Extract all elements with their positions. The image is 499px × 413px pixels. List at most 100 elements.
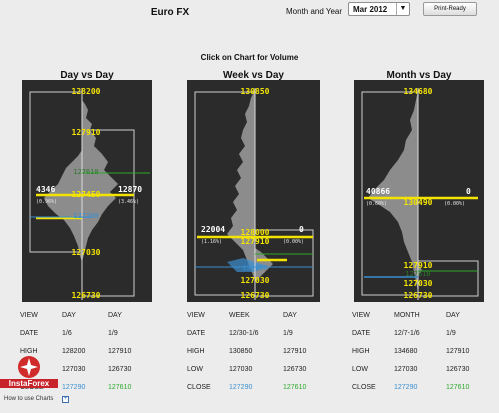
cell: DAY: [108, 311, 122, 319]
cell: 127030: [62, 365, 86, 373]
table-row: LOW 127030 126730: [187, 360, 322, 378]
level-top: 128200: [71, 87, 101, 96]
table-row: VIEW MONTH DAY: [352, 306, 484, 324]
right-volume: 0: [299, 225, 304, 234]
cell: 127610: [108, 383, 132, 391]
right-volume: 12870: [118, 185, 143, 194]
how-to-use-link[interactable]: How to use Charts: [4, 396, 54, 402]
cell: 1/9: [446, 329, 456, 337]
level-lower: 127030: [71, 248, 101, 257]
level-green-mid: 127610: [73, 168, 99, 176]
table-row: CLOSE 127290 127610: [187, 378, 322, 396]
cell: 127610: [446, 383, 470, 391]
cell: 127290: [62, 383, 86, 391]
table-row: VIEW DAY DAY: [20, 306, 152, 324]
month-year-select[interactable]: Mar 2012: [348, 2, 410, 16]
level-lower: 127030: [403, 279, 433, 288]
cell: 127030: [229, 365, 253, 373]
level-top: 134680: [403, 87, 433, 96]
click-hint: Click on Chart for Volume: [200, 53, 299, 62]
table-row: DATE 1/6 1/9: [20, 324, 152, 342]
cell: 127290: [229, 383, 253, 391]
right-volume: 0: [466, 187, 471, 196]
left-volume: 4346: [36, 185, 56, 194]
cell: HIGH: [187, 347, 205, 355]
cell: 1/9: [108, 329, 118, 337]
cell: 127610: [283, 383, 307, 391]
cell: DAY: [446, 311, 460, 319]
logo-text: InstaForex: [0, 379, 58, 388]
chevron-down-icon[interactable]: ▼: [396, 3, 409, 15]
panel-title-day-vs-day: Day vs Day: [60, 70, 114, 81]
stats-table-week-vs-day: VIEW WEEK DAY DATE 12/30-1/6 1/9 HIGH 130850 1…: [187, 306, 322, 396]
level-bottom: 126730: [403, 291, 433, 300]
table-row: CLOSE 127290 127610: [352, 378, 484, 396]
cell: 134680: [394, 347, 418, 355]
right-percent: (0.00%): [283, 239, 305, 245]
cell: 126730: [108, 365, 132, 373]
cell: 127910: [283, 347, 307, 355]
volume-chart-week-vs-day[interactable]: 130850 128000 127910 127290 127030 12673…: [187, 80, 320, 302]
level-upper: 127910: [240, 237, 270, 246]
cell: HIGH: [352, 347, 370, 355]
left-volume: 22004: [201, 225, 226, 234]
plus-box-icon[interactable]: +: [62, 396, 69, 403]
left-percent: (0.96%): [36, 199, 58, 205]
table-row: HIGH 134680 127910: [352, 342, 484, 360]
cell: 127030: [394, 365, 418, 373]
cell: 128200: [62, 347, 86, 355]
page-title: Euro FX: [150, 7, 190, 18]
volume-chart-day-vs-day[interactable]: 128200 127910 127610 127450 127290 12703…: [22, 80, 152, 302]
table-row: VIEW WEEK DAY: [187, 306, 322, 324]
cell: MONTH: [394, 311, 420, 319]
profile-graphic: [194, 88, 314, 300]
cell: 126730: [446, 365, 470, 373]
cell: 12/30-1/6: [229, 329, 259, 337]
left-percent: (0.60%): [366, 201, 388, 207]
cell: 1/6: [62, 329, 72, 337]
left-volume: 40866: [366, 187, 391, 196]
table-row: HIGH 128200 127910: [20, 342, 152, 360]
cell: 130850: [229, 347, 253, 355]
level-blue-mid: 127290: [242, 264, 268, 272]
profile-graphic: [361, 88, 479, 300]
cell: LOW: [352, 365, 368, 373]
print-ready-button[interactable]: Print-Ready: [423, 2, 477, 16]
profile-graphic: [29, 88, 150, 300]
level-bottom: 126730: [240, 291, 270, 300]
level-poc: 127450: [71, 190, 101, 199]
level-poc: 128000: [240, 228, 270, 237]
cell: CLOSE: [352, 383, 376, 391]
cell: WEEK: [229, 311, 250, 319]
cell: 127910: [108, 347, 132, 355]
cell: DAY: [62, 311, 76, 319]
level-poc: 130490: [403, 198, 433, 207]
cell: 127910: [446, 347, 470, 355]
cell: CLOSE: [187, 383, 211, 391]
cell: DATE: [20, 329, 39, 337]
table-row: DATE 12/7-1/6 1/9: [352, 324, 484, 342]
panel-title-week-vs-day: Week vs Day: [223, 70, 284, 81]
volume-chart-month-vs-day[interactable]: 134680 130490 127910 127610 127030 12673…: [354, 80, 484, 302]
cell: VIEW: [20, 311, 38, 319]
instaforex-logo: [18, 356, 40, 378]
right-percent: (0.00%): [444, 201, 466, 207]
cell: DATE: [352, 329, 371, 337]
cell: 127290: [394, 383, 418, 391]
cell: 1/9: [283, 329, 293, 337]
cell: DAY: [283, 311, 297, 319]
level-upper: 127910: [403, 261, 433, 270]
level-top: 130850: [240, 87, 270, 96]
cell: 126730: [283, 365, 307, 373]
cell: VIEW: [187, 311, 205, 319]
table-row: LOW 127030 126730: [352, 360, 484, 378]
cell: HIGH: [20, 347, 38, 355]
level-bottom: 126730: [71, 291, 101, 300]
right-percent: (3.46%): [118, 199, 140, 205]
cell: 12/7-1/6: [394, 329, 420, 337]
cell: VIEW: [352, 311, 370, 319]
cell: LOW: [187, 365, 203, 373]
level-blue-mid: 127290: [73, 212, 99, 220]
table-row: HIGH 130850 127910: [187, 342, 322, 360]
panel-title-month-vs-day: Month vs Day: [386, 70, 452, 81]
